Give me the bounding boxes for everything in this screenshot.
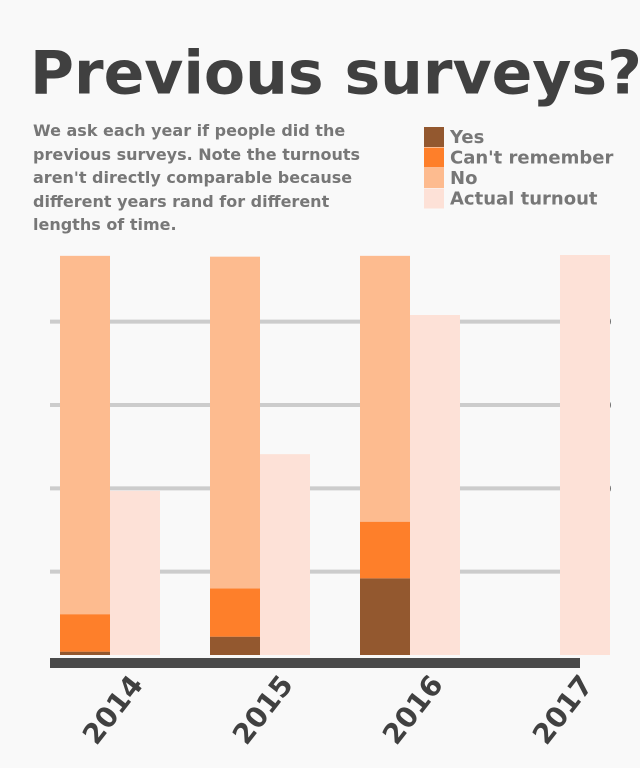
bar <box>410 315 460 655</box>
bar <box>60 651 110 655</box>
bar <box>210 588 260 637</box>
legend-label: Can't remember <box>450 148 613 169</box>
x-tick-label: 2015 <box>226 669 300 751</box>
legend-swatch <box>424 147 444 168</box>
legend-label: Yes <box>449 127 484 148</box>
bar <box>360 255 410 522</box>
bar <box>260 454 310 655</box>
bar <box>60 614 110 652</box>
bar <box>60 255 110 615</box>
legend-label: Actual turnout <box>450 189 598 210</box>
subtitle: We ask each year if people did the previ… <box>33 121 361 234</box>
x-axis <box>50 658 580 668</box>
x-tick-label: 2016 <box>376 669 450 751</box>
bar <box>360 578 410 655</box>
x-tick-label: 2014 <box>76 669 150 751</box>
bar <box>210 636 260 655</box>
bar <box>110 490 160 655</box>
bar <box>210 256 260 589</box>
legend-swatch <box>424 127 444 147</box>
legend-swatch <box>424 168 444 188</box>
x-tick-label: 2017 <box>526 669 600 751</box>
legend-label: No <box>450 168 477 189</box>
chart-title: Previous surveys? <box>30 39 640 109</box>
bar <box>560 255 610 655</box>
bar <box>360 521 410 579</box>
legend-swatch <box>424 188 444 209</box>
